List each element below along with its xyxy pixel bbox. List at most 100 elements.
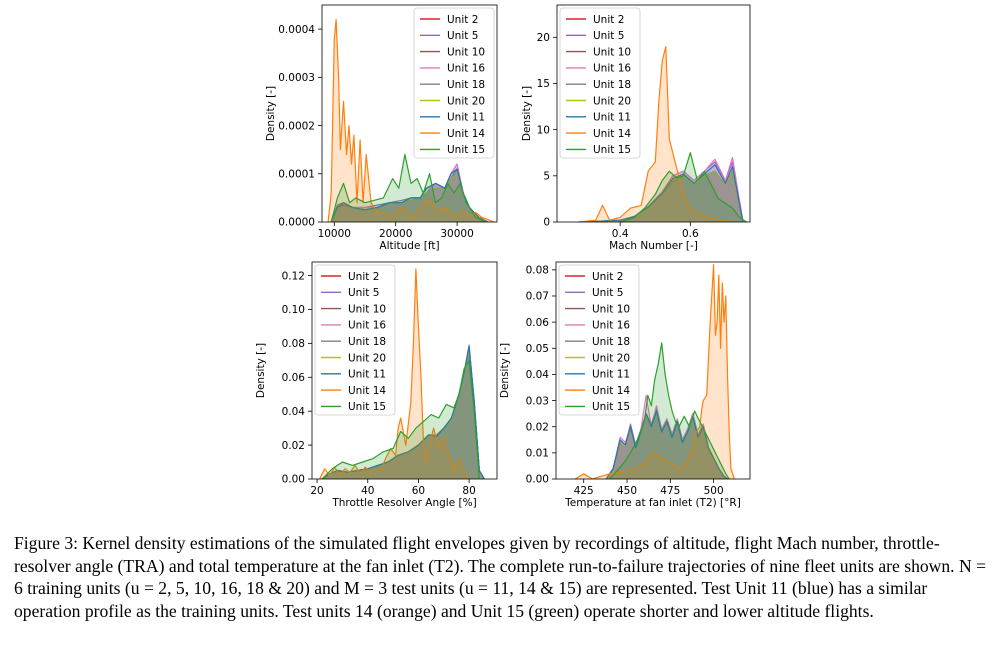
density-fill-unit-10 — [585, 171, 743, 222]
y-tick-label: 0.04 — [526, 369, 550, 381]
density-fill-unit-10 — [322, 350, 485, 479]
density-fill-unit-20 — [606, 411, 728, 479]
x-tick-label: 425 — [574, 485, 594, 497]
x-tick-label: 40 — [361, 485, 374, 497]
density-line-unit-15 — [321, 359, 480, 479]
y-tick-label: 0.01 — [526, 448, 549, 460]
x-tick-label: 0.6 — [682, 228, 699, 240]
y-tick-label: 0.0002 — [278, 120, 315, 132]
plot-area — [574, 264, 735, 479]
legend-label: Unit 20 — [593, 95, 631, 107]
axes-frame — [311, 261, 498, 480]
y-tick-label: 0.0003 — [278, 72, 315, 84]
density-fill-unit-15 — [331, 154, 485, 222]
legend-label: Unit 20 — [447, 95, 485, 107]
y-tick-label: 0.05 — [526, 343, 549, 355]
x-tick-label: 10000 — [318, 228, 351, 240]
panel-1: 10000 20000 30000 0.0000 0.0001 0.0002 0.0003 0… — [265, 4, 498, 252]
legend-box — [314, 264, 396, 416]
density-line-unit-14 — [327, 18, 495, 222]
y-tick-label: 0.02 — [282, 440, 305, 452]
legend-label: Unit 18 — [348, 336, 386, 348]
y-tick-label: 0.0004 — [278, 24, 315, 36]
kde-figure: 10000 20000 30000 0.0000 0.0001 0.0002 0.0003 0… — [255, 4, 751, 509]
y-tick-label: 0.10 — [282, 304, 305, 316]
x-tick-label: 20000 — [379, 228, 412, 240]
panel-4: 425 450 475 500 0.00 0.01 0.02 0.03 0.04 0.05 0.06… — [499, 261, 751, 509]
y-tick-label: 15 — [537, 78, 550, 90]
plot-area — [327, 18, 495, 222]
x-tick-label: 0.4 — [612, 228, 629, 240]
density-fill-unit-20 — [585, 171, 743, 222]
y-tick-label: 0.04 — [282, 406, 306, 418]
x-axis-label: Mach Number [-] — [609, 240, 698, 252]
x-axis-label: Temperature at fan inlet (T2) [°R] — [564, 497, 741, 509]
legend-label: Unit 18 — [593, 79, 631, 91]
x-axis-label: Altitude [ft] — [379, 240, 439, 252]
legend-label: Unit 20 — [348, 352, 386, 364]
legend-label: Unit 2 — [348, 271, 379, 283]
density-fill-unit-11 — [331, 169, 488, 222]
legend-label: Unit 5 — [592, 287, 623, 299]
density-fill-unit-2 — [585, 171, 743, 222]
y-tick-label: 0.06 — [282, 372, 306, 384]
density-fill-unit-10 — [606, 411, 728, 479]
x-tick-label: 60 — [412, 485, 425, 497]
density-fill-unit-18 — [585, 171, 743, 222]
legend-label: Unit 16 — [593, 63, 631, 75]
legend-label: Unit 20 — [592, 352, 630, 364]
x-tick-label: 30000 — [440, 228, 473, 240]
legend-label: Unit 15 — [593, 144, 631, 156]
legend-label: Unit 10 — [348, 303, 386, 315]
legend-label: Unit 11 — [592, 369, 630, 381]
legend-label: Unit 10 — [593, 46, 631, 58]
axes-frame — [555, 261, 751, 480]
legend-label: Unit 2 — [447, 14, 478, 26]
legend-label: Unit 10 — [592, 303, 630, 315]
density-fill-unit-15 — [620, 152, 747, 222]
y-tick-label: 0.12 — [282, 270, 305, 282]
y-tick-label: 0.00 — [282, 474, 305, 486]
x-tick-label: 80 — [462, 485, 475, 497]
x-tick-label: 475 — [660, 485, 680, 497]
legend: Unit 2 Unit 5 Unit 10 Unit 16 Unit 18 Unit 20… — [559, 7, 641, 159]
density-line-unit-15 — [609, 342, 730, 479]
plot-area — [319, 268, 485, 479]
density-fill-unit-16 — [606, 395, 728, 479]
y-axis-label: Density [-] — [265, 86, 277, 141]
legend-label: Unit 14 — [593, 128, 631, 140]
caption-text: Figure 3: Kernel density estimations of … — [14, 533, 986, 621]
legend-label: Unit 14 — [348, 385, 386, 397]
y-tick-label: 10 — [537, 124, 550, 136]
legend-label: Unit 11 — [593, 112, 631, 124]
density-fill-unit-14 — [578, 46, 733, 222]
y-tick-label: 0.0001 — [278, 168, 315, 180]
y-axis-label: Density [-] — [521, 86, 533, 141]
y-axis-label: Density [-] — [499, 343, 511, 398]
density-line-unit-14 — [574, 264, 735, 479]
axes-frame — [321, 4, 498, 223]
legend-label: Unit 16 — [592, 320, 630, 332]
legend-label: Unit 2 — [592, 271, 623, 283]
density-line-unit-11 — [605, 410, 728, 479]
y-tick-label: 5 — [543, 171, 550, 183]
legend-label: Unit 16 — [447, 63, 485, 75]
density-fill-unit-15 — [322, 360, 480, 479]
legend-label: Unit 15 — [348, 401, 386, 413]
legend-label: Unit 14 — [592, 385, 630, 397]
legend-label: Unit 11 — [348, 369, 386, 381]
y-tick-label: 0.02 — [526, 421, 549, 433]
legend-box — [413, 7, 495, 159]
panel-2: 0.4 0.6 0 5 10 15 20 Mach Number [-] Density [-]… — [521, 4, 751, 252]
y-tick-label: 20 — [537, 32, 550, 44]
legend: Unit 2 Unit 5 Unit 10 Unit 16 Unit 18 Unit 20… — [314, 264, 396, 416]
legend-label: Unit 5 — [593, 30, 624, 42]
density-line-unit-14 — [319, 268, 470, 479]
density-fill-unit-15 — [609, 343, 730, 479]
y-tick-label: 0.08 — [282, 338, 305, 350]
legend-label: Unit 14 — [447, 128, 485, 140]
axes-frame — [556, 4, 751, 223]
density-fill-unit-11 — [322, 346, 485, 479]
legend-label: Unit 15 — [447, 144, 485, 156]
density-fill-unit-18 — [322, 348, 485, 479]
